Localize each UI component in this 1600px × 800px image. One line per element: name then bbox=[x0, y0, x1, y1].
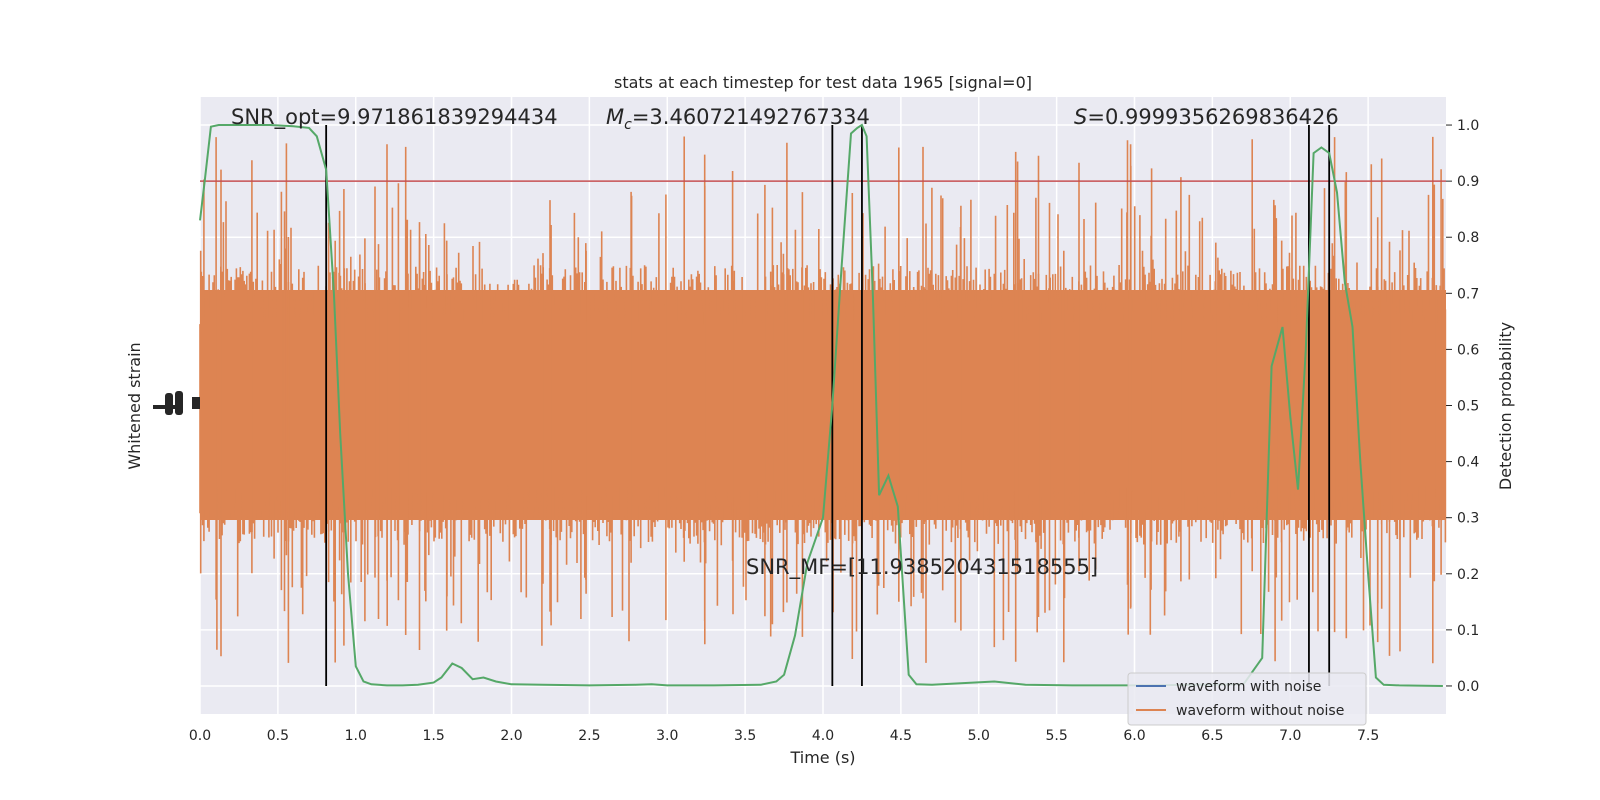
legend: waveform with noise waveform without noi… bbox=[1127, 672, 1367, 726]
x-tick-label: 0.5 bbox=[267, 728, 289, 744]
x-tick-label: 3.5 bbox=[734, 728, 756, 744]
x-axis-ticks: 0.0 0.5 1.0 1.5 2.0 2.5 3.0 3.5 4.0 4.5 5.0 5.5 6.0 6… bbox=[189, 728, 1379, 744]
y-tick-label: 0.1 bbox=[1457, 623, 1479, 639]
y-tick-label: 0.0 bbox=[1457, 679, 1479, 695]
y-tick-label: 0.4 bbox=[1457, 455, 1479, 471]
snr-opt-annotation: SNR_opt=9.971861839294434 bbox=[231, 105, 558, 130]
y-tick-label: 1.0 bbox=[1457, 118, 1479, 134]
chart-title: stats at each timestep for test data 196… bbox=[614, 73, 1032, 92]
y-left-axis-label: Whitened strain bbox=[125, 342, 144, 469]
x-tick-label: 1.0 bbox=[345, 728, 367, 744]
mc-value: =3.460721492767334 bbox=[632, 105, 870, 129]
chirp-mass-annotation: Mc=3.460721492767334 bbox=[606, 105, 870, 133]
y-tick-label: 0.3 bbox=[1457, 511, 1479, 527]
mc-subscript: c bbox=[624, 117, 632, 133]
snr-mf-annotation: SNR_MF=[11.938520431518555] bbox=[746, 555, 1098, 580]
y-tick-label: 0.2 bbox=[1457, 567, 1479, 583]
x-axis-label: Time (s) bbox=[789, 748, 855, 767]
y-tick-label: 0.7 bbox=[1457, 286, 1479, 302]
y-tick-label: 0.9 bbox=[1457, 174, 1479, 190]
x-tick-label: 7.0 bbox=[1279, 728, 1301, 744]
mc-symbol: M bbox=[606, 105, 624, 129]
x-tick-label: 2.0 bbox=[500, 728, 522, 744]
s-annotation: S=0.9999356269836426 bbox=[1074, 105, 1339, 129]
y-tick-label: 0.8 bbox=[1457, 230, 1479, 246]
s-value: =0.9999356269836426 bbox=[1087, 105, 1338, 129]
vertical-marker-lines bbox=[325, 125, 1331, 686]
detection-probability-line bbox=[199, 123, 1443, 687]
x-tick-label: 4.0 bbox=[812, 728, 834, 744]
s-symbol: S bbox=[1074, 105, 1087, 129]
y-tick-label: 0.5 bbox=[1457, 399, 1479, 415]
left-axis-tick-clutter bbox=[153, 391, 200, 415]
noise-tall-spikes bbox=[199, 136, 1442, 664]
legend-label-with-noise: waveform with noise bbox=[1176, 679, 1321, 695]
y-right-axis-ticks: 0.0 0.1 0.2 0.3 0.4 0.5 0.6 0.7 0.8 0.9 1.0 bbox=[1446, 118, 1479, 695]
x-tick-label: 6.0 bbox=[1123, 728, 1145, 744]
y-right-axis-label: Detection probability bbox=[1496, 322, 1515, 490]
x-tick-label: 4.5 bbox=[890, 728, 912, 744]
x-tick-label: 0.0 bbox=[189, 728, 211, 744]
noise-waveform-series bbox=[199, 136, 1447, 664]
x-tick-label: 1.5 bbox=[422, 728, 444, 744]
x-tick-label: 2.5 bbox=[578, 728, 600, 744]
x-tick-label: 7.5 bbox=[1357, 728, 1379, 744]
x-tick-label: 6.5 bbox=[1201, 728, 1223, 744]
x-tick-label: 5.0 bbox=[968, 728, 990, 744]
y-tick-label: 0.6 bbox=[1457, 342, 1479, 358]
x-tick-label: 3.0 bbox=[656, 728, 678, 744]
legend-box bbox=[1127, 672, 1367, 726]
legend-label-without-noise: waveform without noise bbox=[1176, 703, 1344, 719]
x-tick-label: 5.5 bbox=[1045, 728, 1067, 744]
